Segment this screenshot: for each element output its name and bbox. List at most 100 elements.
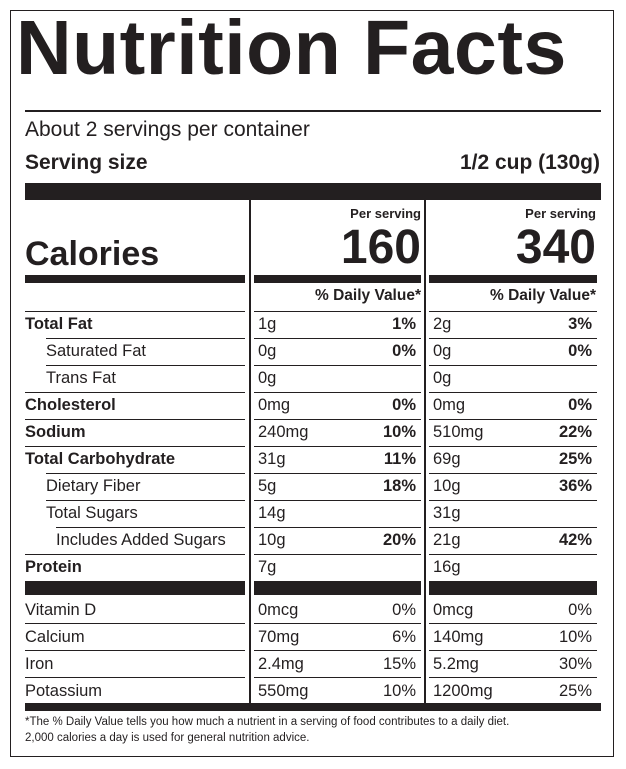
vitamin-name: Calcium: [25, 628, 85, 646]
vrow-line-label: [25, 650, 245, 651]
row-line-col2: [429, 392, 597, 393]
nutrient-dv-1: 1%: [392, 315, 416, 333]
column-divider-2: [424, 200, 426, 704]
nutrient-amount-1: 0mg: [258, 396, 291, 414]
nutrient-dv-2: 22%: [558, 423, 592, 441]
row-line-col2: [429, 554, 597, 555]
vrow-line-col1: [254, 677, 421, 678]
row-line-col1: [254, 311, 421, 312]
vrow-line-label: [25, 623, 245, 624]
nutrient-dv-2: 42%: [558, 531, 592, 549]
vitamin-dv-1: 0%: [392, 601, 416, 619]
dv-header-2: % Daily Value*: [490, 287, 596, 304]
nutrient-amount-2: 69g: [433, 450, 461, 468]
nutrient-name: Dietary Fiber: [46, 477, 141, 495]
thick-bar-bottom: [25, 703, 601, 711]
nutrient-dv-2: 0%: [568, 342, 592, 360]
per-serving-label-2: Per serving: [525, 206, 596, 221]
calories-bar-col2: [429, 275, 597, 283]
title-divider: [25, 110, 601, 112]
nutrient-amount-2: 0g: [433, 342, 452, 360]
vitamin-amount-1: 70mg: [258, 628, 300, 646]
row-line-label: [25, 419, 245, 420]
row-line-label: [25, 392, 245, 393]
nutrient-dv-1: 18%: [382, 477, 416, 495]
nutrient-amount-2: 21g: [433, 531, 461, 549]
nutrient-amount-1: 240mg: [258, 423, 309, 441]
vitamin-dv-1: 10%: [382, 682, 416, 700]
vitamin-name: Vitamin D: [25, 601, 97, 619]
row-line-col2: [429, 446, 597, 447]
nutrient-name: Cholesterol: [25, 396, 116, 414]
vitamin-amount-1: 2.4mg: [258, 655, 304, 673]
vitamin-amount-1: 550mg: [258, 682, 309, 700]
nutrient-amount-2: 31g: [433, 504, 461, 522]
label-title: Nutrition Facts: [16, 5, 567, 91]
row-line-col1: [254, 446, 421, 447]
row-line-col1: [254, 392, 421, 393]
vitamin-amount-2: 0mcg: [433, 601, 474, 619]
nutrient-name: Saturated Fat: [46, 342, 146, 360]
footnote-line-2: 2,000 calories a day is used for general…: [25, 732, 310, 744]
nutrient-dv-1: 20%: [382, 531, 416, 549]
serving-size-label: Serving size: [25, 151, 148, 174]
vitamin-amount-2: 5.2mg: [433, 655, 479, 673]
vitamin-dv-1: 6%: [392, 628, 416, 646]
vitamin-amount-1: 0mcg: [258, 601, 299, 619]
row-line-col1: [254, 338, 421, 339]
row-line-col2: [429, 419, 597, 420]
column-divider-1: [249, 200, 251, 704]
nutrient-amount-2: 0mg: [433, 396, 466, 414]
vrow-line-label: [25, 677, 245, 678]
row-line-col2: [429, 473, 597, 474]
calories-value-2: 340: [515, 221, 596, 274]
nutrient-amount-1: 31g: [258, 450, 286, 468]
row-line-label: [46, 365, 245, 366]
vitamin-amount-2: 140mg: [433, 628, 484, 646]
nutrient-name: Total Carbohydrate: [25, 450, 176, 468]
nutrient-dv-1: 0%: [392, 396, 416, 414]
row-line-label: [46, 338, 245, 339]
vitamin-bar-col1: [254, 581, 421, 595]
vitamin-name: Potassium: [25, 682, 103, 700]
nutrient-name: Total Fat: [25, 315, 93, 333]
calories-bar-col1: [254, 275, 421, 283]
calories-bar-label: [25, 275, 245, 283]
vitamin-dv-1: 15%: [382, 655, 416, 673]
per-serving-label-1: Per serving: [350, 206, 421, 221]
row-line-col2: [429, 500, 597, 501]
row-line-col2: [429, 311, 597, 312]
row-line-col2: [429, 365, 597, 366]
calories-label: Calories: [25, 235, 160, 273]
nutrient-amount-2: 10g: [433, 477, 461, 495]
nutrient-amount-2: 510mg: [433, 423, 484, 441]
row-line-col1: [254, 419, 421, 420]
vrow-line-col2: [429, 623, 597, 624]
vitamin-name: Iron: [25, 655, 54, 673]
vitamin-bar-label: [25, 581, 245, 595]
row-line-label: [25, 311, 245, 312]
row-line-label: [56, 527, 245, 528]
nutrient-amount-1: 5g: [258, 477, 277, 495]
nutrient-name: Sodium: [25, 423, 86, 441]
servings-per-container: About 2 servings per container: [25, 118, 310, 141]
nutrient-dv-2: 3%: [568, 315, 592, 333]
row-line-label: [25, 446, 245, 447]
thick-bar-top: [25, 183, 601, 200]
nutrient-amount-1: 14g: [258, 504, 286, 522]
nutrient-dv-2: 36%: [558, 477, 592, 495]
nutrient-amount-2: 0g: [433, 369, 452, 387]
nutrient-amount-1: 0g: [258, 369, 277, 387]
nutrient-dv-2: 0%: [568, 396, 592, 414]
vitamin-dv-2: 0%: [568, 601, 592, 619]
nutrient-amount-1: 10g: [258, 531, 286, 549]
nutrient-dv-2: 25%: [558, 450, 592, 468]
vitamin-amount-2: 1200mg: [433, 682, 493, 700]
row-line-col1: [254, 554, 421, 555]
row-line-label: [25, 554, 245, 555]
nutrient-name: Protein: [25, 558, 82, 576]
nutrient-amount-1: 0g: [258, 342, 277, 360]
row-line-col1: [254, 500, 421, 501]
nutrient-name: Total Sugars: [46, 504, 138, 522]
nutrient-name: Trans Fat: [46, 369, 116, 387]
